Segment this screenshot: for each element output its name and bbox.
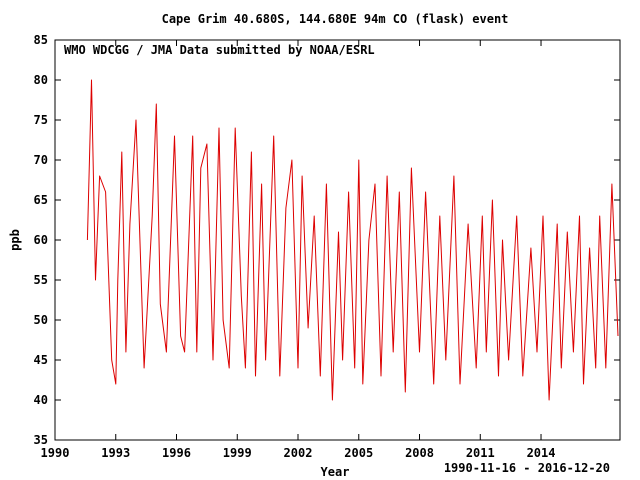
- series-layer: [86, 79, 619, 401]
- x-tick-label: 2014: [527, 446, 556, 460]
- y-tick-label: 50: [34, 313, 48, 327]
- x-axis-label: Year: [321, 465, 350, 479]
- x-axis: 1990 1993 1996 1999 2002 2005 2008 2011 2014: [41, 40, 556, 460]
- x-tick-label: 2005: [344, 446, 373, 460]
- y-tick-label: 70: [34, 153, 48, 167]
- y-tick-label: 40: [34, 393, 48, 407]
- y-tick-label: 80: [34, 73, 48, 87]
- x-tick-label: 1990: [41, 446, 70, 460]
- y-tick-label: 75: [34, 113, 48, 127]
- y-tick-label: 65: [34, 193, 48, 207]
- x-tick-label: 1996: [162, 446, 191, 460]
- x-tick-label: 1999: [223, 446, 252, 460]
- x-tick-label: 2011: [466, 446, 495, 460]
- co-series-line: [86, 79, 619, 401]
- y-tick-label: 55: [34, 273, 48, 287]
- date-range-label: 1990-11-16 - 2016-12-20: [444, 461, 610, 475]
- y-tick-label: 85: [34, 33, 48, 47]
- x-tick-label: 2002: [284, 446, 313, 460]
- chart-title: Cape Grim 40.680S, 144.680E 94m CO (flas…: [162, 12, 509, 26]
- x-tick-label: 2008: [405, 446, 434, 460]
- y-axis-label: ppb: [8, 229, 22, 251]
- attribution-annotation: WMO WDCGG / JMA Data submitted by NOAA/E…: [64, 43, 375, 57]
- y-tick-label: 60: [34, 233, 48, 247]
- y-tick-label: 45: [34, 353, 48, 367]
- x-tick-label: 1993: [101, 446, 130, 460]
- y-axis: 35 40 45 50 55 60 65 70 75 80 85: [34, 33, 620, 447]
- y-tick-label: 35: [34, 433, 48, 447]
